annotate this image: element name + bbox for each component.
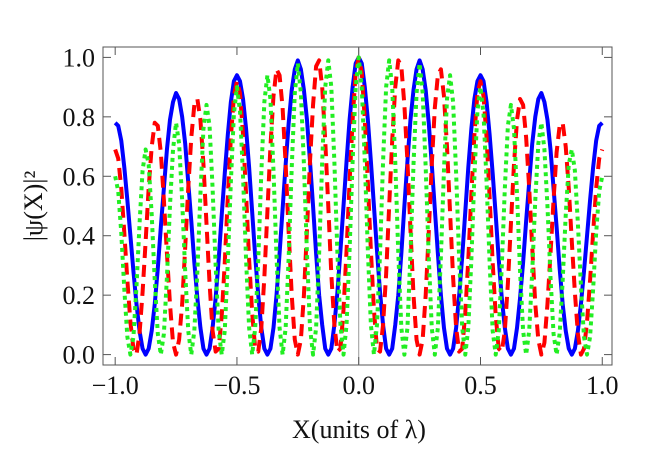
- x-tick-label: −0.5: [213, 371, 260, 400]
- plot-frame: [102, 46, 613, 366]
- x-tick-label: −1.0: [92, 371, 139, 400]
- y-tick-label: 0.6: [63, 162, 96, 191]
- x-tick-label: 0.5: [464, 371, 497, 400]
- y-tick-label: 0.2: [63, 281, 96, 310]
- y-axis-title: |ψ(X)|²: [19, 171, 48, 242]
- x-tick-label: 0.0: [342, 371, 375, 400]
- y-tick-label: 0.4: [63, 222, 96, 251]
- y-tick-label: 0.0: [63, 341, 96, 370]
- y-tick-label: 1.0: [63, 43, 96, 72]
- y-tick-label: 0.8: [63, 103, 96, 132]
- x-tick-label: 1.0: [586, 371, 619, 400]
- x-axis-title: X(units of λ): [292, 415, 426, 444]
- series-line: [113, 55, 605, 357]
